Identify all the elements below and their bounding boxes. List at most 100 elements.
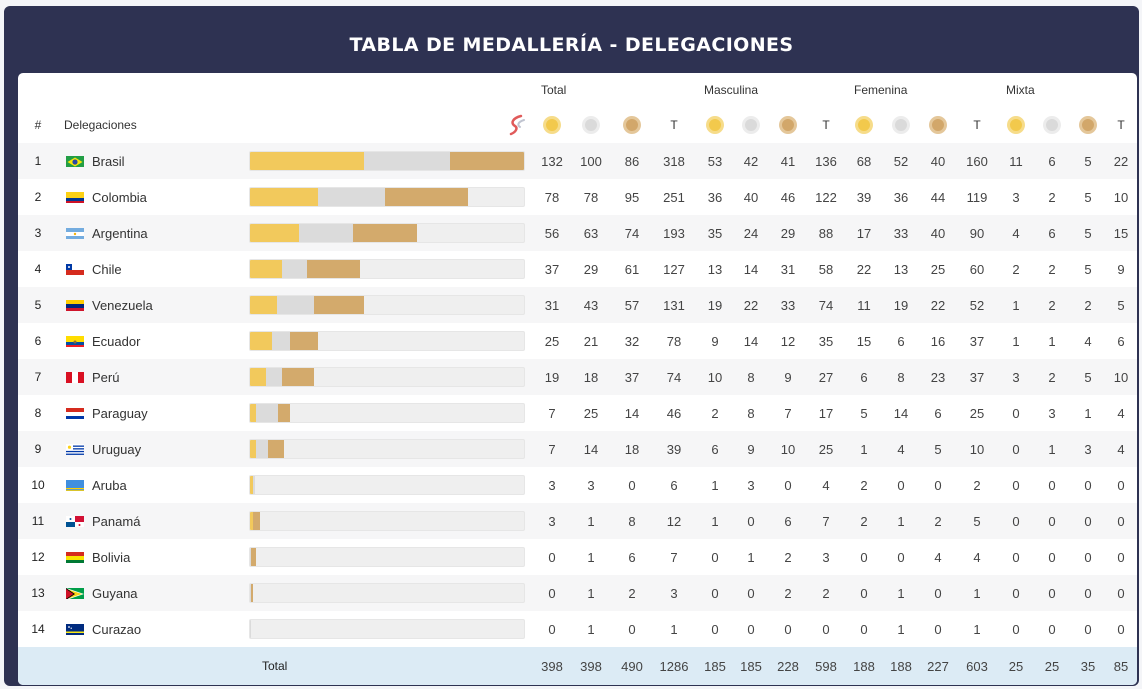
table-row[interactable]: 4 Chile 37 29 61 127 13 14 31 58 22 13 25 60 2 2 5 9 [18, 251, 1137, 287]
mix-bronze-count: 3 [1084, 441, 1092, 457]
total-gold-count: 0 [548, 585, 556, 601]
mix-silver-count: 6 [1048, 153, 1056, 169]
table-row[interactable]: 5 Venezuela 31 43 57 131 19 22 33 74 11 19 22 52 1 2 2 5 [18, 287, 1137, 323]
masc-silver-count: 24 [743, 225, 759, 241]
table-row[interactable]: 12 Bolivia 0 1 6 7 0 1 2 3 0 0 4 4 0 0 0 0 [18, 539, 1137, 575]
total-gold-count: 3 [548, 513, 556, 529]
masc-silver-count: 0 [747, 621, 755, 637]
gold-bar-segment [250, 368, 267, 386]
gold-bar-segment [250, 404, 257, 422]
delegation-name: Paraguay [92, 405, 148, 421]
medal-stack-bar [249, 367, 525, 387]
total-gold-count: 25 [544, 333, 560, 349]
masc-silver-count: 42 [743, 153, 759, 169]
total-silver-count: 1 [587, 621, 595, 637]
masc-silver-count: 0 [747, 513, 755, 529]
total-gold-count: 0 [548, 549, 556, 565]
silver-bar-segment [250, 620, 251, 638]
gold-bar-segment [250, 296, 277, 314]
delegation-name: Brasil [92, 153, 125, 169]
venezuela-flag-icon [66, 299, 84, 311]
table-row[interactable]: 8 Paraguay 7 25 14 46 2 8 7 17 5 14 6 25 0 3 1 4 [18, 395, 1137, 431]
fem-silver-count: 13 [893, 261, 909, 277]
bronze-medal-icon [779, 116, 797, 134]
medal-stack-bar [249, 151, 525, 171]
masc-silver-count: 8 [747, 369, 755, 385]
total-silver-count: 21 [583, 333, 599, 349]
table-row[interactable]: 6 Ecuador 25 21 32 78 9 14 12 35 15 6 16 37 1 1 4 6 [18, 323, 1137, 359]
total-total-count: 127 [663, 261, 685, 277]
silver-bar-segment [256, 440, 269, 458]
masc-bronze-count: 41 [780, 153, 796, 169]
total-total-count: 12 [666, 513, 682, 529]
fem-bronze-count: 2 [934, 513, 942, 529]
mix-total-count: 4 [1117, 405, 1125, 421]
gold-column-header [697, 109, 733, 141]
mix-gold-count: 0 [1012, 621, 1020, 637]
mix-total-count: 15 [1113, 225, 1129, 241]
table-row[interactable]: 11 Panamá 3 1 8 12 1 0 6 7 2 1 2 5 0 0 0 0 [18, 503, 1137, 539]
silver-column-header [1034, 109, 1070, 141]
table-row[interactable]: 3 Argentina 56 63 74 193 35 24 29 88 17 33 40 90 4 6 5 15 [18, 215, 1137, 251]
table-row[interactable]: 14 Curazao 0 1 0 1 0 0 0 0 0 1 0 1 0 0 0 0 [18, 611, 1137, 647]
total-bronze-count: 86 [624, 153, 640, 169]
total-total-count: 6 [670, 477, 678, 493]
gold-bar-segment [250, 440, 257, 458]
total-total-count: 193 [663, 225, 685, 241]
mix-silver-count: 2 [1048, 369, 1056, 385]
bronze-bar-segment [282, 368, 315, 386]
table-row[interactable]: 9 Uruguay 7 14 18 39 6 9 10 25 1 4 5 10 0 1 3 4 [18, 431, 1137, 467]
table-row[interactable]: 13 Guyana 0 1 2 3 0 0 2 2 0 1 0 1 0 0 0 0 [18, 575, 1137, 611]
table-row[interactable]: 1 Brasil 132 100 86 318 53 42 41 136 68 52 40 160 11 6 5… [18, 143, 1137, 179]
delegation-name: Perú [92, 369, 120, 385]
grand-total-count: 603 [966, 658, 988, 674]
total-silver-count: 18 [583, 369, 599, 385]
bronze-bar-segment [353, 224, 418, 242]
fem-total-count: 160 [966, 153, 988, 169]
grand-total-count: 490 [621, 658, 643, 674]
gold-bar-segment [250, 224, 299, 242]
mix-silver-count: 3 [1048, 405, 1056, 421]
fem-bronze-count: 40 [930, 225, 946, 241]
medal-stack-bar [249, 403, 525, 423]
fem-total-count: 119 [966, 189, 988, 205]
rank-header: # [34, 118, 42, 132]
total-bronze-count: 57 [624, 297, 640, 313]
fem-total-count: 37 [969, 333, 985, 349]
fem-bronze-count: 0 [934, 621, 942, 637]
mix-bronze-count: 0 [1084, 513, 1092, 529]
grand-total-count: 85 [1113, 658, 1129, 674]
medal-stack-bar [249, 187, 525, 207]
delegation-name: Venezuela [92, 297, 153, 313]
masc-gold-count: 36 [707, 189, 723, 205]
silver-bar-segment [298, 224, 354, 242]
total-column-header: T [973, 118, 981, 132]
grand-total-count: 398 [580, 658, 602, 674]
table-row[interactable]: 7 Perú 19 18 37 74 10 8 9 27 6 8 23 37 3 2 5 10 [18, 359, 1137, 395]
total-bronze-count: 74 [624, 225, 640, 241]
total-silver-count: 14 [583, 441, 599, 457]
fem-bronze-count: 23 [930, 369, 946, 385]
fem-gold-count: 22 [856, 261, 872, 277]
mix-silver-count: 1 [1048, 441, 1056, 457]
mix-silver-count: 6 [1048, 225, 1056, 241]
fem-bronze-count: 44 [930, 189, 946, 205]
table-row[interactable]: 2 Colombia 78 78 95 251 36 40 46 122 39 36 44 119 3 2 5 1… [18, 179, 1137, 215]
fem-silver-count: 33 [893, 225, 909, 241]
panama-flag-icon [66, 515, 84, 527]
mix-gold-count: 0 [1012, 549, 1020, 565]
masc-bronze-count: 10 [780, 441, 796, 457]
fem-silver-count: 1 [897, 513, 905, 529]
bronze-medal-icon [1079, 116, 1097, 134]
silver-bar-segment [317, 188, 386, 206]
grand-total-count: 35 [1080, 658, 1096, 674]
group-header-mixta: Mixta [1006, 83, 1035, 97]
silver-bar-segment [276, 296, 315, 314]
total-silver-count: 25 [583, 405, 599, 421]
total-total-count: 7 [670, 549, 678, 565]
silver-medal-icon [582, 116, 600, 134]
table-row[interactable]: 10 Aruba 3 3 0 6 1 3 0 4 2 0 0 2 0 0 0 0 [18, 467, 1137, 503]
bronze-bar-segment [289, 332, 318, 350]
masc-gold-count: 1 [711, 513, 719, 529]
total-gold-count: 7 [548, 405, 556, 421]
